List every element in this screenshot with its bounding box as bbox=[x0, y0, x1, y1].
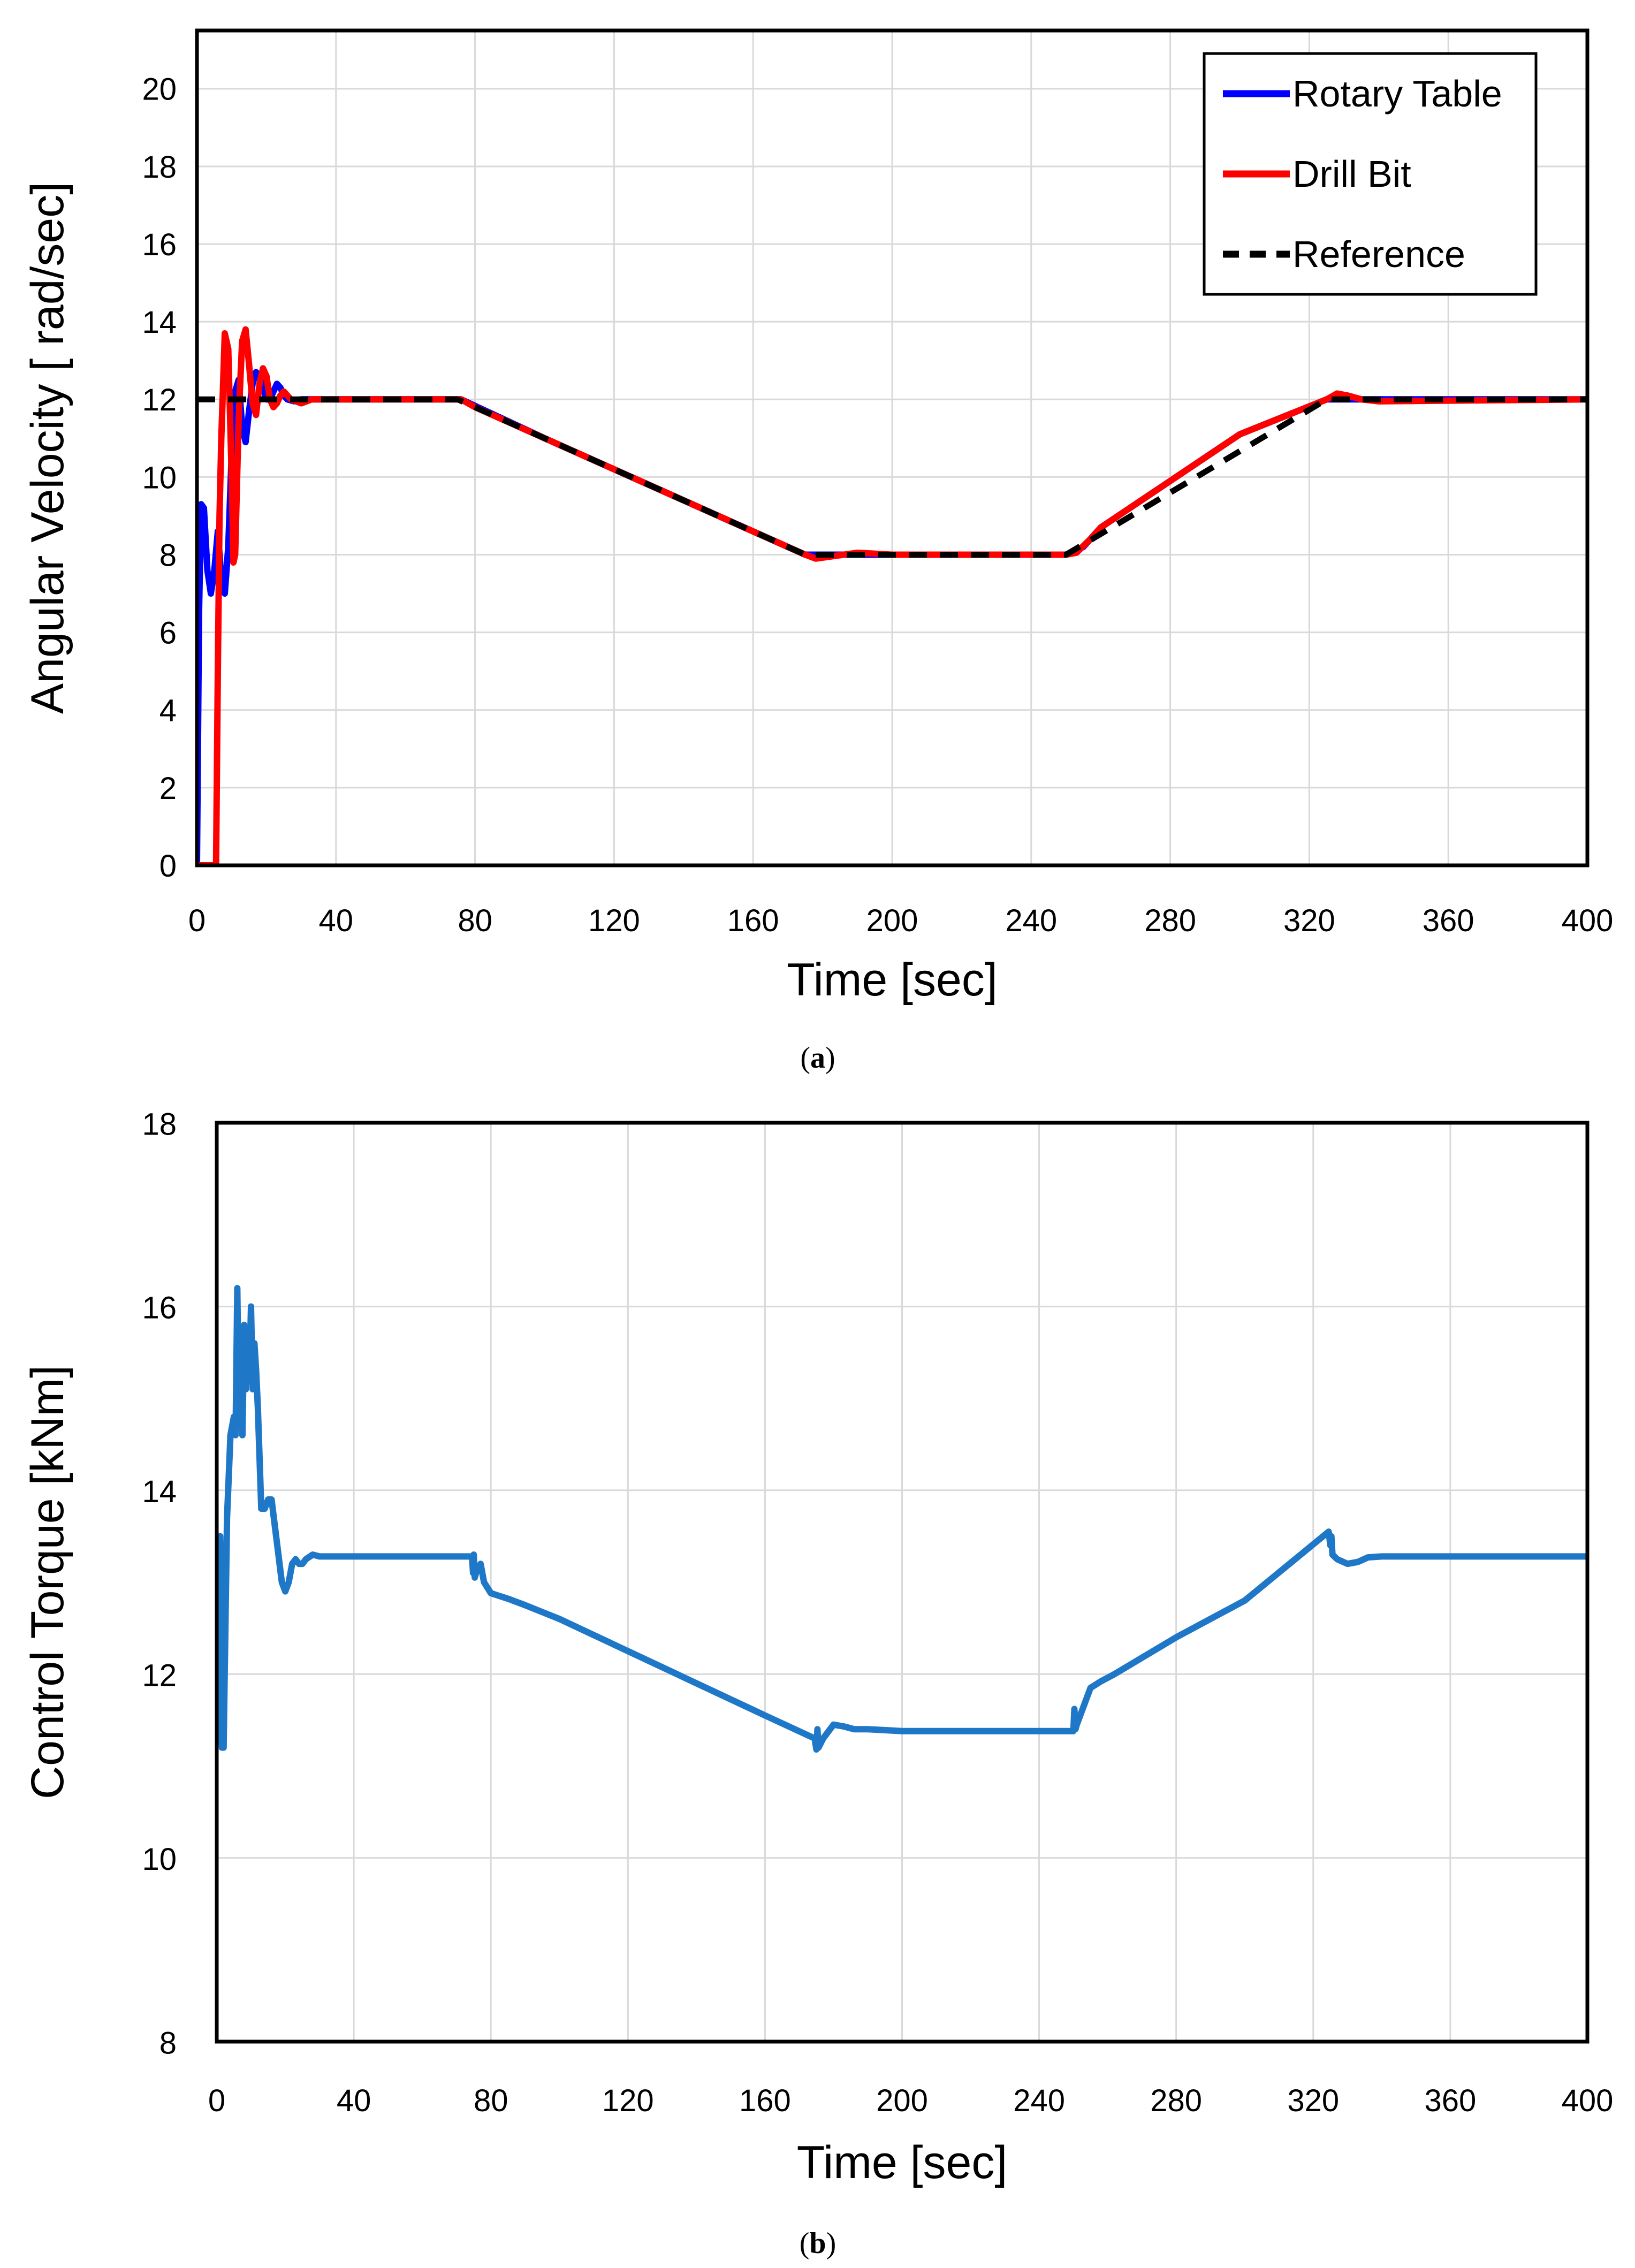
a-x-tick-label: 200 bbox=[866, 903, 918, 938]
a-y-tick-label: 12 bbox=[142, 383, 177, 417]
a-plot-frame bbox=[195, 28, 1590, 867]
a-y-tick-label: 18 bbox=[142, 150, 177, 185]
a-x-tick-label: 280 bbox=[1144, 903, 1196, 938]
a-series-reference bbox=[197, 396, 1587, 558]
a-caption: (a) bbox=[800, 1041, 835, 1075]
a-y-tick-label: 2 bbox=[159, 771, 177, 806]
a-y-tick-label: 0 bbox=[159, 849, 177, 884]
b-x-tick-label: 80 bbox=[474, 2083, 508, 2118]
b-x-tick-label: 360 bbox=[1425, 2083, 1477, 2118]
b-x-tick-label: 120 bbox=[602, 2083, 654, 2118]
a-y-tick-label: 4 bbox=[159, 694, 177, 728]
a-x-tick-label: 240 bbox=[1005, 903, 1057, 938]
b-y-tick-label: 12 bbox=[142, 1658, 177, 1693]
b-y-tick-label: 18 bbox=[142, 1107, 177, 1141]
a-y-tick-label: 16 bbox=[142, 227, 177, 262]
b-y-axis-label: Control Torque [kNm] bbox=[22, 1365, 73, 1799]
a-x-tick-label: 360 bbox=[1423, 903, 1474, 938]
a-x-tick-label: 120 bbox=[588, 903, 640, 938]
b-y-tick-label: 10 bbox=[142, 1842, 177, 1877]
b-x-tick-label: 200 bbox=[876, 2083, 928, 2118]
b-y-tick-label: 14 bbox=[142, 1474, 177, 1509]
b-plot-frame bbox=[215, 1121, 1590, 2044]
b-caption: (b) bbox=[800, 2227, 836, 2260]
b-x-axis-label: Time [sec] bbox=[797, 2137, 1007, 2188]
a-x-tick-label: 160 bbox=[727, 903, 779, 938]
b-x-tick-label: 40 bbox=[337, 2083, 371, 2118]
b-x-tick-label: 160 bbox=[739, 2083, 791, 2118]
panel-b-control-torque: 0 40 80 120 160 200 240 280 320 360 400 8 10 12 14 16 18… bbox=[22, 1107, 1613, 2260]
a-x-tick-label: 400 bbox=[1562, 903, 1614, 938]
b-y-tick-label: 16 bbox=[142, 1291, 177, 1326]
a-y-tick-label: 14 bbox=[142, 305, 177, 340]
b-x-tick-label: 280 bbox=[1150, 2083, 1202, 2118]
a-y-tick-label: 10 bbox=[142, 460, 177, 495]
a-x-tick-label: 80 bbox=[458, 903, 492, 938]
a-legend: Rotary Table Drill Bit Reference bbox=[1203, 52, 1538, 296]
b-y-tick-label: 8 bbox=[159, 2026, 177, 2060]
a-y-tick-label: 20 bbox=[142, 72, 177, 107]
b-x-tick-label: 240 bbox=[1013, 2083, 1065, 2118]
a-y-axis-label: Angular Velocity [ rad/sec] bbox=[22, 182, 73, 714]
a-x-tick-label: 320 bbox=[1283, 903, 1335, 938]
a-series-drill-bit bbox=[197, 326, 1587, 865]
a-y-tick-label: 8 bbox=[159, 538, 177, 573]
a-legend-label: Rotary Table bbox=[1292, 73, 1502, 115]
a-legend-label: Drill Bit bbox=[1292, 153, 1411, 195]
a-legend-label: Reference bbox=[1292, 233, 1465, 275]
b-x-tick-label: 400 bbox=[1562, 2083, 1614, 2118]
panel-a-angular-velocity: 0 40 80 120 160 200 240 280 320 360 400 0 2 4 6 8 10 12 14… bbox=[22, 28, 1614, 1075]
b-x-tick-label: 0 bbox=[208, 2083, 225, 2118]
a-x-tick-label: 40 bbox=[319, 903, 354, 938]
b-x-tick-label: 320 bbox=[1287, 2083, 1339, 2118]
b-series-control-torque bbox=[217, 1285, 1587, 1753]
a-y-tick-label: 6 bbox=[159, 616, 177, 651]
a-x-axis-label: Time [sec] bbox=[787, 954, 997, 1006]
a-x-tick-label: 0 bbox=[188, 903, 206, 938]
